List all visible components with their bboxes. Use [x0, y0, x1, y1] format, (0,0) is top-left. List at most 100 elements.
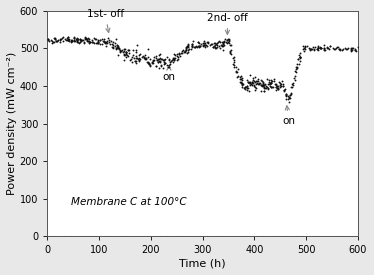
Point: [212, 44, 218, 49]
Point: [123, 50, 129, 54]
Point: [68, 40, 74, 44]
Point: [133, 48, 139, 53]
Point: [287, 96, 293, 101]
Point: [60, 39, 66, 43]
Point: [81, 40, 87, 45]
Point: [293, 69, 299, 74]
Point: [343, 46, 349, 51]
Point: [326, 47, 332, 51]
Point: [252, 86, 258, 90]
Point: [76, 41, 82, 45]
Text: on: on: [162, 66, 175, 82]
Point: [321, 46, 327, 50]
Point: [240, 82, 246, 87]
Point: [294, 64, 300, 69]
Point: [315, 45, 321, 49]
Point: [117, 47, 123, 52]
Point: [157, 58, 163, 63]
Point: [65, 34, 71, 39]
Point: [121, 57, 127, 62]
Point: [261, 83, 267, 88]
Point: [142, 53, 148, 57]
Point: [113, 47, 119, 51]
Point: [104, 39, 110, 44]
Point: [249, 80, 255, 84]
Point: [114, 43, 120, 48]
Point: [327, 44, 333, 48]
Point: [249, 81, 255, 86]
Point: [256, 82, 262, 87]
Point: [317, 45, 323, 50]
Point: [287, 93, 293, 97]
Point: [175, 57, 181, 62]
Point: [210, 45, 216, 49]
Point: [297, 55, 303, 59]
Point: [157, 60, 163, 64]
Point: [242, 84, 248, 89]
Point: [242, 85, 248, 89]
Point: [202, 41, 208, 45]
Point: [106, 39, 112, 44]
Point: [57, 39, 63, 44]
Point: [48, 38, 54, 42]
Point: [211, 41, 217, 45]
Point: [54, 39, 60, 43]
Point: [184, 44, 190, 48]
Point: [184, 50, 190, 55]
Y-axis label: Power density (mW cm⁻²): Power density (mW cm⁻²): [7, 52, 17, 195]
Point: [161, 60, 167, 64]
Point: [182, 50, 188, 54]
Point: [249, 79, 255, 84]
Point: [147, 57, 153, 61]
Point: [309, 46, 315, 51]
Point: [332, 47, 338, 52]
Point: [220, 41, 226, 45]
Point: [53, 39, 59, 43]
Point: [302, 47, 308, 51]
Point: [134, 54, 140, 58]
Point: [349, 48, 355, 52]
Point: [183, 47, 188, 51]
Point: [228, 48, 234, 52]
Point: [309, 46, 315, 51]
Point: [261, 89, 267, 93]
Point: [220, 48, 226, 52]
Point: [230, 56, 236, 60]
Point: [69, 38, 75, 42]
Point: [197, 43, 203, 48]
Point: [68, 39, 74, 43]
Point: [51, 40, 57, 44]
Point: [219, 44, 225, 48]
Point: [269, 85, 275, 90]
Point: [250, 76, 256, 81]
Point: [277, 84, 283, 89]
Point: [296, 53, 302, 57]
Point: [188, 44, 194, 49]
Point: [288, 92, 294, 96]
Point: [126, 50, 132, 55]
Point: [234, 75, 240, 79]
Point: [123, 52, 129, 56]
Point: [128, 56, 134, 61]
Point: [238, 77, 244, 82]
Point: [302, 43, 308, 48]
Point: [170, 56, 176, 61]
Point: [100, 39, 106, 43]
Point: [74, 37, 80, 42]
Point: [274, 86, 280, 90]
Point: [285, 97, 291, 101]
Point: [239, 81, 245, 85]
Point: [168, 59, 174, 64]
Point: [265, 86, 271, 90]
Point: [196, 43, 202, 48]
Point: [74, 40, 80, 45]
Point: [66, 39, 72, 43]
Point: [102, 41, 108, 46]
Point: [295, 57, 301, 61]
Point: [239, 82, 245, 86]
Point: [202, 45, 208, 50]
Point: [280, 84, 286, 88]
Point: [174, 57, 180, 62]
Point: [135, 57, 141, 61]
Point: [202, 43, 208, 47]
